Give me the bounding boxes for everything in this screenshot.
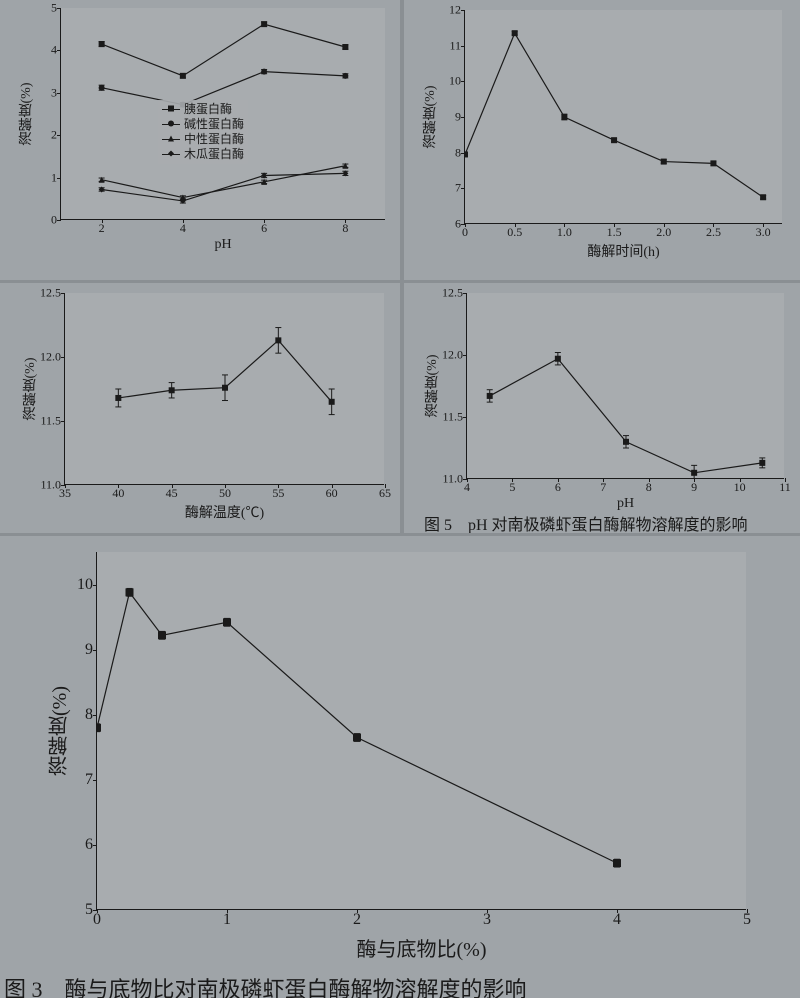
- y-tick-label: 7: [455, 181, 465, 196]
- x-tick-label: 2.0: [656, 223, 671, 240]
- legend-item: 碱性蛋白酶: [162, 117, 244, 132]
- x-tick-label: 1.5: [607, 223, 622, 240]
- y-tick-label: 11: [449, 38, 465, 53]
- y-tick-label: 6: [85, 836, 97, 854]
- x-tick-label: 1.0: [557, 223, 572, 240]
- x-axis-label: pH: [617, 496, 634, 512]
- y-tick-label: 0: [51, 213, 61, 228]
- x-tick-label: 5: [743, 909, 751, 929]
- y-tick-label: 7: [85, 771, 97, 789]
- legend-item: 木瓜蛋白酶: [162, 147, 244, 162]
- legend-item: 胰蛋白酶: [162, 102, 244, 117]
- y-axis-label: 溶解度(%): [21, 357, 41, 420]
- series-svg: [65, 293, 385, 485]
- y-tick-label: 11.5: [40, 414, 65, 429]
- y-tick-label: 12.0: [40, 350, 65, 365]
- legend: 胰蛋白酶碱性蛋白酶中性蛋白酶木瓜蛋白酶: [158, 100, 248, 164]
- y-tick-label: 10: [449, 74, 465, 89]
- x-tick-label: 50: [219, 484, 231, 501]
- x-axis-label: 酶解温度(℃): [185, 502, 264, 522]
- x-tick-label: 45: [166, 484, 178, 501]
- x-tick-label: 3.0: [756, 223, 771, 240]
- x-tick-label: 0: [93, 909, 101, 929]
- series-svg: [465, 10, 783, 224]
- x-tick-label: 8: [646, 478, 652, 495]
- x-tick-label: 6: [555, 478, 561, 495]
- plot-area: 5678910012345溶解度(%)酶与底物比(%): [96, 552, 746, 910]
- y-tick-label: 9: [455, 110, 465, 125]
- y-axis-label: 溶解度(%): [45, 686, 74, 776]
- x-tick-label: 5: [509, 478, 515, 495]
- y-tick-label: 10: [77, 576, 97, 594]
- y-tick-label: 12.5: [40, 286, 65, 301]
- chart-panel-p4: 11.011.512.012.54567891011溶解度(%)pH 图 5 pH…: [404, 283, 800, 533]
- x-tick-label: 2: [353, 909, 361, 929]
- plot-area: 11.011.512.012.535404550556065溶解度(%)酶解温度…: [64, 293, 384, 485]
- x-tick-label: 4: [180, 219, 186, 236]
- y-axis-label: 溶解度(%): [17, 82, 37, 145]
- x-axis-label: pH: [214, 237, 231, 253]
- y-axis-label: 溶解度(%): [421, 85, 441, 148]
- series-svg: [97, 552, 747, 910]
- x-tick-label: 10: [734, 478, 746, 495]
- y-tick-label: 12: [449, 3, 465, 18]
- y-tick-label: 2: [51, 128, 61, 143]
- x-tick-label: 55: [272, 484, 284, 501]
- plot-area: 11.011.512.012.54567891011溶解度(%)pH: [466, 293, 784, 479]
- y-tick-label: 5: [51, 1, 61, 16]
- figure-caption: 图 3 酶与底物比对南极磷虾蛋白酶解物溶解度的影响: [4, 972, 527, 998]
- chart-panel-p1: 0 1 2 3 4 5 2 4 6 8 溶解度(%) pH 胰蛋白酶碱性蛋白酶中性蛋白酶木瓜蛋白酶: [0, 0, 400, 280]
- x-tick-label: 65: [379, 484, 391, 501]
- x-tick-label: 0: [462, 223, 468, 240]
- x-tick-label: 60: [326, 484, 338, 501]
- x-tick-label: 4: [613, 909, 621, 929]
- y-tick-label: 12.5: [442, 286, 467, 301]
- x-tick-label: 8: [342, 219, 348, 236]
- x-tick-label: 4: [464, 478, 470, 495]
- x-axis-label: 酶与底物比(%): [357, 933, 487, 962]
- x-tick-label: 6: [261, 219, 267, 236]
- x-tick-label: 2: [99, 219, 105, 236]
- x-tick-label: 3: [483, 909, 491, 929]
- series-svg: [467, 293, 785, 479]
- figure-caption: 图 5 pH 对南极磷虾蛋白酶解物溶解度的影响: [424, 511, 748, 533]
- x-axis-label: 酶解时间(h): [587, 241, 659, 261]
- x-tick-label: 40: [112, 484, 124, 501]
- y-tick-label: 3: [51, 85, 61, 100]
- chart-panel-p2: 678910111200.51.01.52.02.53.0溶解度(%)酶解时间(…: [404, 0, 800, 280]
- chart-panel-p5: 5678910012345溶解度(%)酶与底物比(%) 图 3 酶与底物比对南极磷…: [0, 536, 800, 998]
- y-tick-label: 8: [85, 706, 97, 724]
- y-tick-label: 8: [455, 145, 465, 160]
- x-tick-label: 35: [59, 484, 71, 501]
- y-tick-label: 9: [85, 641, 97, 659]
- x-tick-label: 2.5: [706, 223, 721, 240]
- y-tick-label: 12.0: [442, 348, 467, 363]
- legend-item: 中性蛋白酶: [162, 132, 244, 147]
- x-tick-label: 9: [691, 478, 697, 495]
- plot-area: 678910111200.51.01.52.02.53.0溶解度(%)酶解时间(…: [464, 10, 782, 224]
- x-tick-label: 0.5: [507, 223, 522, 240]
- x-tick-label: 11: [779, 478, 791, 495]
- y-tick-label: 1: [51, 170, 61, 185]
- x-tick-label: 7: [600, 478, 606, 495]
- x-tick-label: 1: [223, 909, 231, 929]
- y-axis-label: 溶解度(%): [423, 354, 443, 417]
- y-tick-label: 11.5: [442, 410, 467, 425]
- y-tick-label: 4: [51, 43, 61, 58]
- chart-panel-p3: 11.011.512.012.535404550556065溶解度(%)酶解温度…: [0, 283, 400, 533]
